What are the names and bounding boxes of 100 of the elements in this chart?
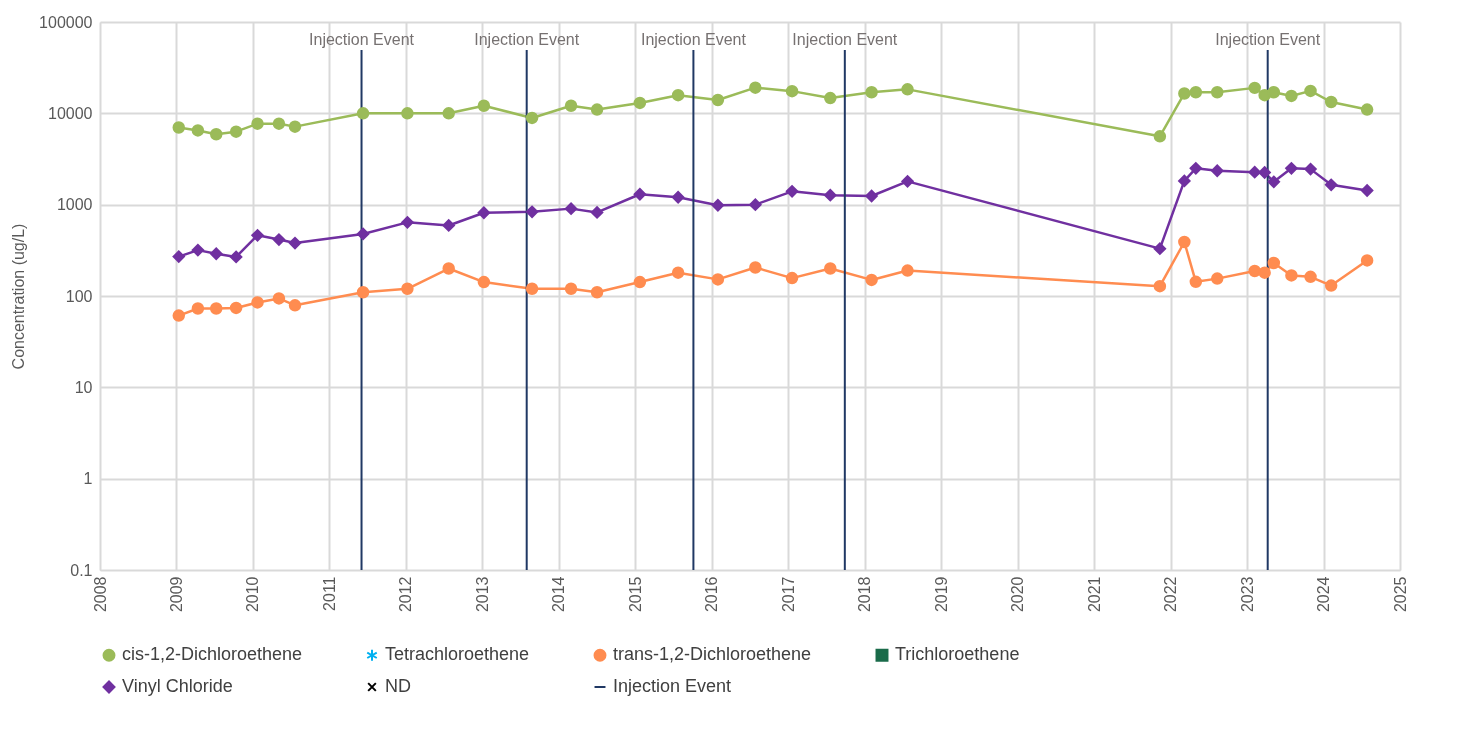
point [865,86,878,99]
point [477,206,491,220]
point [1267,175,1281,189]
point [401,282,414,295]
point [633,96,647,110]
point [1258,266,1271,279]
point [671,266,685,279]
point [1324,95,1338,109]
point [1285,269,1298,282]
x-tick-label: 2016 [703,576,721,613]
point [901,264,914,277]
x-tick-label: 2020 [1009,576,1027,613]
text: Injection Event [613,676,732,696]
point [288,120,302,133]
point [711,199,725,212]
point [1360,103,1374,116]
point [1189,275,1203,289]
point [1248,81,1261,95]
legend-label: Vinyl Chloride [122,676,233,696]
x-tick-label: 2014 [550,576,568,613]
point [901,83,914,96]
point [272,117,286,130]
point [711,93,725,107]
ref-line-label: Injection Event [1215,31,1321,48]
point [356,227,370,241]
x-tick-label: 2017 [779,576,797,613]
point [1285,89,1298,103]
point [1267,86,1281,99]
y-tick-label: 1000 [56,196,93,214]
legend-label: trans-1,2-Dichloroethene [613,644,812,665]
point [288,299,302,312]
point [564,282,578,295]
point [191,243,205,257]
point [749,81,762,94]
y-tick-label: 10000 [48,104,93,122]
point [1324,178,1338,192]
legend-label: cis-1,2-Dichloroethene [122,644,303,665]
x-tick-label: 2021 [1085,576,1103,613]
x-tick-label: 2010 [244,576,262,613]
point [865,189,878,203]
point [272,233,286,246]
point [1153,242,1167,255]
point [824,91,837,105]
x-tick-label: 2008 [91,576,109,613]
x-tick-label: 2012 [397,576,415,613]
y-tick-label: 10 [74,378,93,396]
point [590,285,604,299]
point [1360,184,1374,197]
point [564,99,578,113]
point [1304,270,1317,284]
point [1189,162,1203,175]
point [525,111,539,125]
x-tick-label: 2022 [1162,576,1180,613]
x-tick-label: 2024 [1315,576,1333,613]
point [1189,86,1203,99]
point [477,275,491,289]
point [901,175,914,188]
x-tick-label: 2019 [932,576,950,613]
point [288,236,302,250]
point [1324,279,1338,292]
point [209,247,223,261]
legend-label: Tetrachloroethene [385,644,530,665]
x-tick-label: 2013 [473,576,491,613]
point [172,309,186,322]
point [1267,256,1281,270]
x-tick-label: 2018 [856,576,874,613]
point [785,185,799,198]
point [671,191,685,204]
point [401,107,414,120]
point [1360,254,1374,267]
point [172,121,186,134]
point [1285,162,1298,175]
point [401,216,414,229]
point [229,250,243,264]
x-tick-label: 2011 [320,576,338,611]
point [1248,165,1261,179]
x-tick-label: 2025 [1391,576,1409,613]
point [824,188,837,202]
point [590,103,604,116]
point [1153,130,1167,143]
ref-line-label: Injection Event [309,31,415,48]
point [172,250,186,263]
point [590,206,604,219]
point [442,262,455,275]
point [477,99,491,113]
legend-label: ND [385,676,411,696]
y-tick-label: 0.1 [70,561,93,579]
point [525,205,539,219]
y-tick-label: 100 [65,287,93,305]
point [1153,279,1167,293]
point [1178,87,1191,100]
point [356,107,370,120]
point [564,202,578,215]
point [671,88,685,102]
y-tick-label: 1 [83,470,93,488]
point [442,107,455,120]
point [1210,272,1224,285]
point [824,262,837,275]
y-tick-label: 100000 [39,13,93,31]
point [1210,86,1224,99]
